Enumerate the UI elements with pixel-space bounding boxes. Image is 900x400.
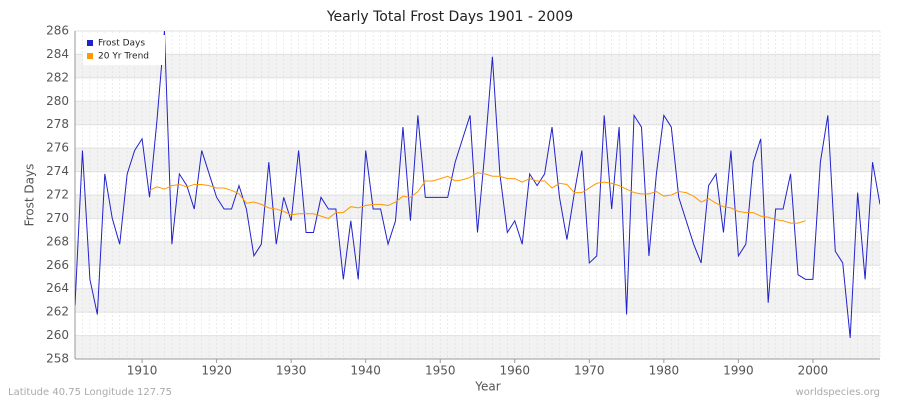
y-tick-label: 286	[46, 24, 69, 38]
footer-location: Latitude 40.75 Longitude 127.75	[8, 387, 172, 398]
series-line	[75, 31, 880, 338]
y-tick-label: 268	[46, 234, 69, 248]
grid-band	[75, 241, 880, 266]
x-tick-label: 1920	[201, 364, 232, 378]
y-tick-label: 264	[46, 281, 69, 295]
x-tick-label: 2000	[798, 364, 829, 378]
chart-title: Yearly Total Frost Days 1901 - 2009	[326, 9, 573, 25]
y-tick-label: 272	[46, 188, 69, 202]
y-tick-label: 266	[46, 258, 69, 272]
y-tick-label: 270	[46, 211, 69, 225]
legend-label: 20 Yr Trend	[98, 52, 149, 62]
footer-source: worldspecies.org	[796, 387, 880, 398]
legend-box	[83, 35, 165, 65]
x-tick-label: 1950	[425, 364, 456, 378]
y-tick-label: 282	[46, 70, 69, 84]
x-tick-label: 1960	[499, 364, 530, 378]
legend-label: Frost Days	[98, 39, 145, 49]
x-axis-label: Year	[474, 380, 500, 394]
y-tick-label: 276	[46, 141, 69, 155]
y-tick-label: 280	[46, 94, 69, 108]
y-tick-label: 258	[46, 352, 69, 366]
y-tick-label: 260	[46, 328, 69, 342]
series-line	[149, 172, 806, 224]
x-tick-label: 1930	[276, 364, 307, 378]
legend-swatch	[87, 40, 93, 46]
grid-band	[75, 54, 880, 78]
x-tick-label: 1970	[574, 364, 605, 378]
x-tick-label: 1980	[649, 364, 680, 378]
y-tick-label: 278	[46, 117, 69, 131]
y-axis-label: Frost Days	[23, 164, 37, 227]
x-tick-label: 1990	[723, 364, 754, 378]
y-tick-label: 262	[46, 305, 69, 319]
y-tick-label: 274	[46, 164, 69, 178]
x-tick-label: 1940	[350, 364, 381, 378]
legend-swatch	[87, 53, 93, 59]
x-tick-label: 1910	[127, 364, 158, 378]
y-tick-label: 284	[46, 47, 69, 61]
